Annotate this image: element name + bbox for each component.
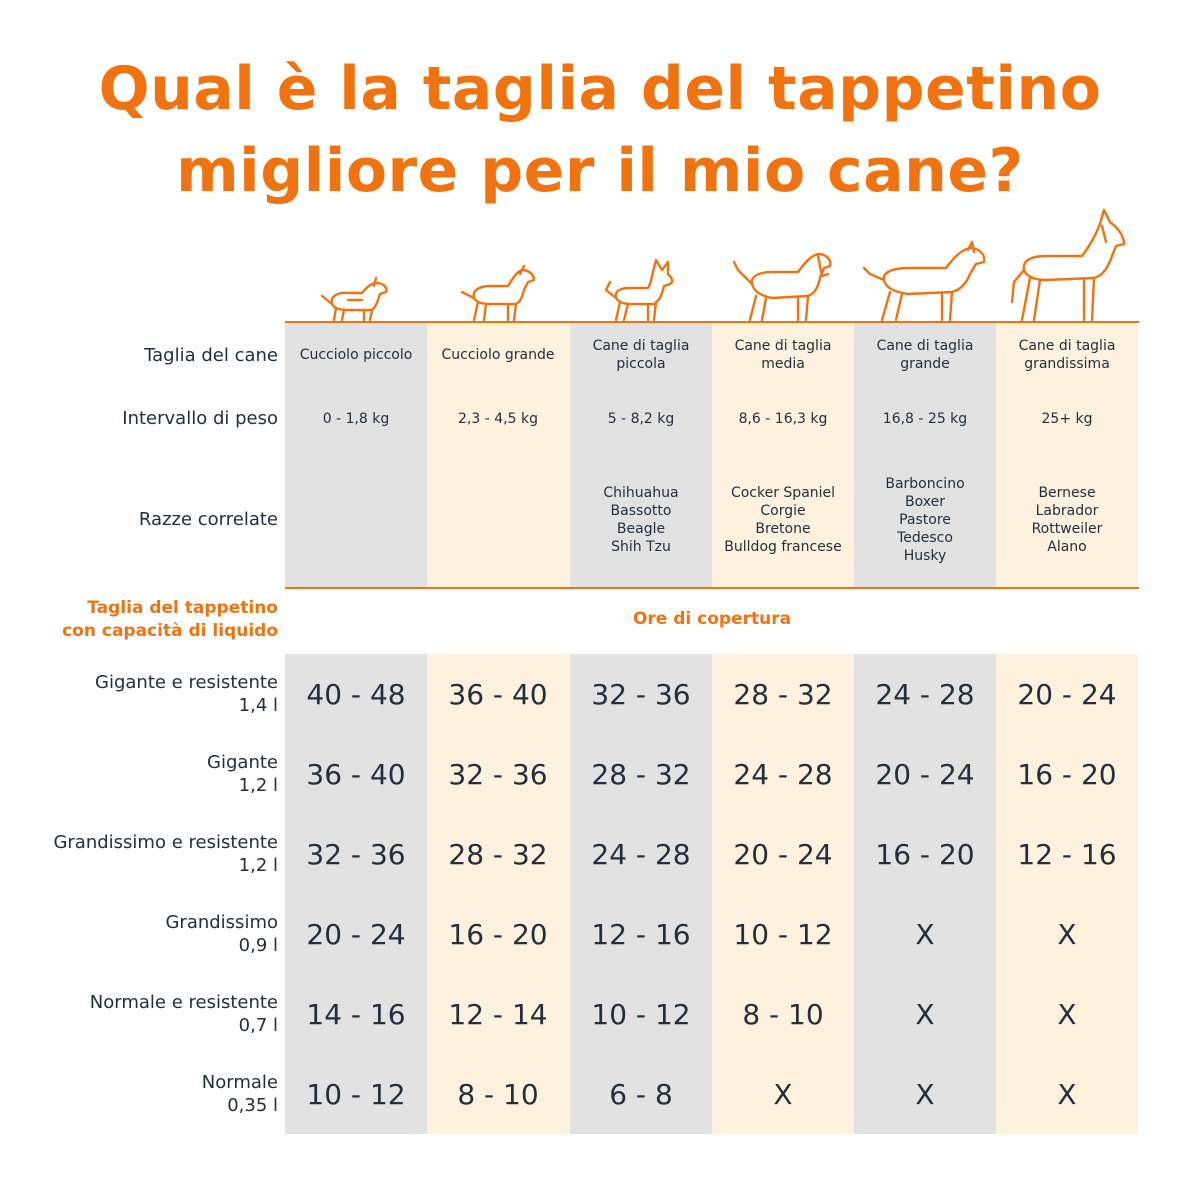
row-label-size: Taglia del cane xyxy=(144,345,278,366)
size-cell: Cucciolo piccolo xyxy=(299,347,413,363)
hours-cell: 6 - 8 xyxy=(609,1078,673,1111)
size-cell: Cane di taglia piccola xyxy=(592,338,690,372)
weight-cell: 16,8 - 25 kg xyxy=(882,411,968,427)
weight-cell: 8,6 - 16,3 kg xyxy=(738,411,828,427)
hours-cell: 24 - 28 xyxy=(591,838,691,871)
mat-capacity: 1,2 l xyxy=(238,775,278,796)
weight-cell: 5 - 8,2 kg xyxy=(607,411,675,427)
hours-cell: 10 - 12 xyxy=(733,918,833,951)
hours-cell: 24 - 28 xyxy=(875,678,975,711)
section-divider xyxy=(285,587,1139,589)
hours-cell: 14 - 16 xyxy=(306,998,406,1031)
mat-size-label-line-1: Taglia del tappetino xyxy=(87,598,278,618)
mat-capacity: 0,7 l xyxy=(238,1015,278,1036)
hours-cell: X xyxy=(915,1078,935,1111)
column-bg-3 xyxy=(570,322,712,588)
hours-column-bg-3 xyxy=(570,654,712,1134)
weight-cell: 25+ kg xyxy=(1041,411,1093,427)
column-bg-6 xyxy=(996,322,1138,588)
mat-name: Gigante xyxy=(207,752,278,773)
hours-cell: X xyxy=(1057,918,1077,951)
column-bg-1 xyxy=(285,322,427,588)
medium-dog-icon xyxy=(732,246,834,324)
hours-cell: 20 - 24 xyxy=(875,758,975,791)
size-cell: Cane di taglia grande xyxy=(876,338,974,372)
mat-capacity: 0,9 l xyxy=(238,935,278,956)
breeds-cell: Barboncino Boxer Pastore Tedesco Husky xyxy=(885,476,965,564)
hours-column-bg-4 xyxy=(712,654,854,1134)
hours-cell: 40 - 48 xyxy=(306,678,406,711)
column-bg-2 xyxy=(427,322,569,588)
hours-cell: X xyxy=(773,1078,793,1111)
hours-cell: 20 - 24 xyxy=(1017,678,1117,711)
hours-cell: 36 - 40 xyxy=(448,678,548,711)
hours-cell: X xyxy=(1057,998,1077,1031)
hours-cell: 12 - 16 xyxy=(1017,838,1117,871)
hours-cell: 12 - 16 xyxy=(591,918,691,951)
hours-cell: 8 - 10 xyxy=(457,1078,539,1111)
hours-column-bg-5 xyxy=(854,654,996,1134)
top-divider xyxy=(285,321,1139,323)
size-cell: Cane di taglia media xyxy=(734,338,832,372)
hours-cell: 20 - 24 xyxy=(306,918,406,951)
column-bg-5 xyxy=(854,322,996,588)
mat-name: Normale xyxy=(201,1072,278,1093)
hours-cell: 16 - 20 xyxy=(448,918,548,951)
hours-cell: 36 - 40 xyxy=(306,758,406,791)
mat-capacity: 1,2 l xyxy=(238,855,278,876)
hours-column-bg-2 xyxy=(427,654,569,1134)
breeds-cell: Cocker Spaniel Corgie Bretone Bulldog franc… xyxy=(724,485,842,555)
large-dog-icon xyxy=(862,240,988,324)
hours-cell: 16 - 20 xyxy=(1017,758,1117,791)
row-label-weight: Intervallo di peso xyxy=(122,408,278,429)
mat-name: Gigante e resistente xyxy=(95,672,278,693)
title-line-2: migliore per il mio cane? xyxy=(176,136,1024,206)
hours-cell: 10 - 12 xyxy=(306,1078,406,1111)
mat-capacity: 0,35 l xyxy=(227,1095,278,1116)
mat-name: Grandissimo e resistente xyxy=(53,832,278,853)
size-cell: Cucciolo grande xyxy=(441,347,555,363)
hours-cell: X xyxy=(1057,1078,1077,1111)
hours-cell: X xyxy=(915,918,935,951)
hours-cell: X xyxy=(915,998,935,1031)
large-puppy-icon xyxy=(458,264,540,324)
hours-column-bg-6 xyxy=(996,654,1138,1134)
hours-cell: 32 - 36 xyxy=(591,678,691,711)
hours-cell: 12 - 14 xyxy=(448,998,548,1031)
hours-cell: 28 - 32 xyxy=(733,678,833,711)
giant-dog-icon xyxy=(1008,206,1130,324)
weight-cell: 2,3 - 4,5 kg xyxy=(458,411,538,427)
mat-name: Grandissimo xyxy=(165,912,278,933)
hours-cell: 28 - 32 xyxy=(448,838,548,871)
hours-cell: 16 - 20 xyxy=(875,838,975,871)
hours-cell: 8 - 10 xyxy=(742,998,824,1031)
page-title: Qual è la taglia del tappetino migliore … xyxy=(0,48,1200,212)
hours-cell: 28 - 32 xyxy=(591,758,691,791)
hours-cell: 20 - 24 xyxy=(733,838,833,871)
coverage-hours-label: Ore di copertura xyxy=(632,609,792,629)
hours-cell: 32 - 36 xyxy=(306,838,406,871)
mat-capacity: 1,4 l xyxy=(238,695,278,716)
title-line-1: Qual è la taglia del tappetino xyxy=(98,54,1102,124)
size-cell: Cane di taglia grandissima xyxy=(1018,338,1116,372)
small-puppy-icon xyxy=(318,274,392,324)
mat-name: Normale e resistente xyxy=(89,992,278,1013)
hours-cell: 32 - 36 xyxy=(448,758,548,791)
breeds-cell: Chihuahua Bassotto Beagle Shih Tzu xyxy=(603,485,679,555)
breeds-cell: Bernese Labrador Rottweiler Alano xyxy=(1031,485,1103,555)
hours-column-bg-1 xyxy=(285,654,427,1134)
mat-size-label-line-2: con capacità di liquido xyxy=(62,621,278,641)
weight-cell: 0 - 1,8 kg xyxy=(322,411,390,427)
hours-cell: 10 - 12 xyxy=(591,998,691,1031)
row-label-breeds: Razze correlate xyxy=(138,509,278,530)
column-bg-4 xyxy=(712,322,854,588)
hours-cell: 24 - 28 xyxy=(733,758,833,791)
small-dog-icon xyxy=(602,258,678,324)
